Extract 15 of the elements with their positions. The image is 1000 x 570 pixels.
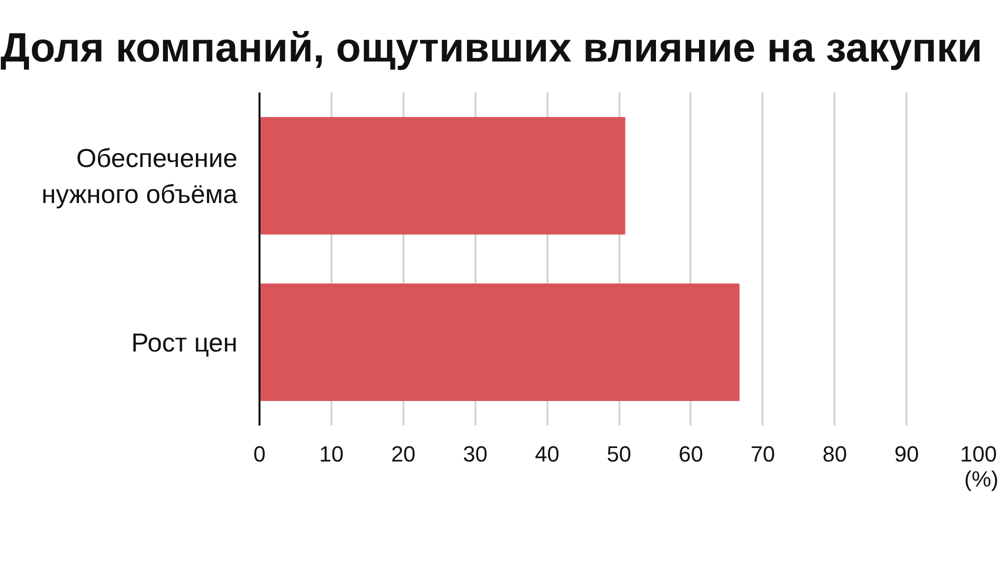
x-tick-label: 0 xyxy=(253,442,266,466)
y-tick-label: Обеспечение нужного объёма xyxy=(42,142,238,209)
x-tick-label: 50 xyxy=(606,442,632,466)
x-tick-label: 90 xyxy=(894,442,919,466)
x-tick-label: 40 xyxy=(534,442,560,466)
y-tick-label: Рост цен xyxy=(131,327,238,358)
x-tick-label: 80 xyxy=(822,442,847,466)
x-tick-label: 60 xyxy=(678,442,704,466)
x-tick-label: 20 xyxy=(391,442,416,466)
x-tick-label: 100 xyxy=(960,442,997,466)
x-axis-title: (%) xyxy=(964,466,999,492)
chart-title: Доля компаний, ощутивших влияние на закупки xyxy=(0,24,982,70)
x-tick-label: 10 xyxy=(319,442,344,466)
x-tick-label: 70 xyxy=(750,442,776,466)
x-tick-label: 30 xyxy=(462,442,488,466)
